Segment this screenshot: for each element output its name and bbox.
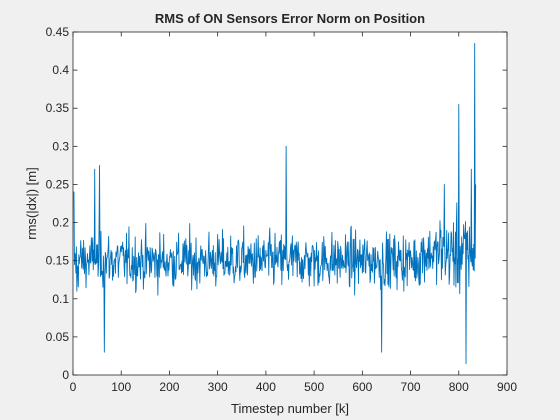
y-tick-label: 0.45 xyxy=(46,25,70,39)
y-tick-label: 0.1 xyxy=(52,292,69,306)
y-tick-label: 0.35 xyxy=(46,101,70,115)
y-tick-label: 0.4 xyxy=(52,63,69,77)
y-tick-label: 0.05 xyxy=(46,330,70,344)
x-axis-label: Timestep number [k] xyxy=(231,401,349,416)
x-tick-label: 200 xyxy=(159,380,179,394)
y-tick-label: 0.3 xyxy=(52,139,69,153)
x-tick-label: 600 xyxy=(352,380,372,394)
y-tick-label: 0.25 xyxy=(46,177,70,191)
y-tick-label: 0 xyxy=(62,368,69,382)
x-tick-label: 300 xyxy=(208,380,228,394)
chart-title: RMS of ON Sensors Error Norm on Position xyxy=(155,11,425,26)
x-tick-label: 900 xyxy=(497,380,517,394)
x-tick-label: 800 xyxy=(449,380,469,394)
y-tick-label: 0.15 xyxy=(46,254,70,268)
x-tick-label: 500 xyxy=(304,380,324,394)
x-tick-label: 100 xyxy=(111,380,131,394)
x-tick-label: 400 xyxy=(256,380,276,394)
plot-area xyxy=(73,32,507,375)
x-tick-label: 0 xyxy=(70,380,77,394)
y-axis-label: rms(|dx|) [m] xyxy=(24,167,39,239)
x-tick-label: 700 xyxy=(401,380,421,394)
y-tick-label: 0.2 xyxy=(52,216,69,230)
